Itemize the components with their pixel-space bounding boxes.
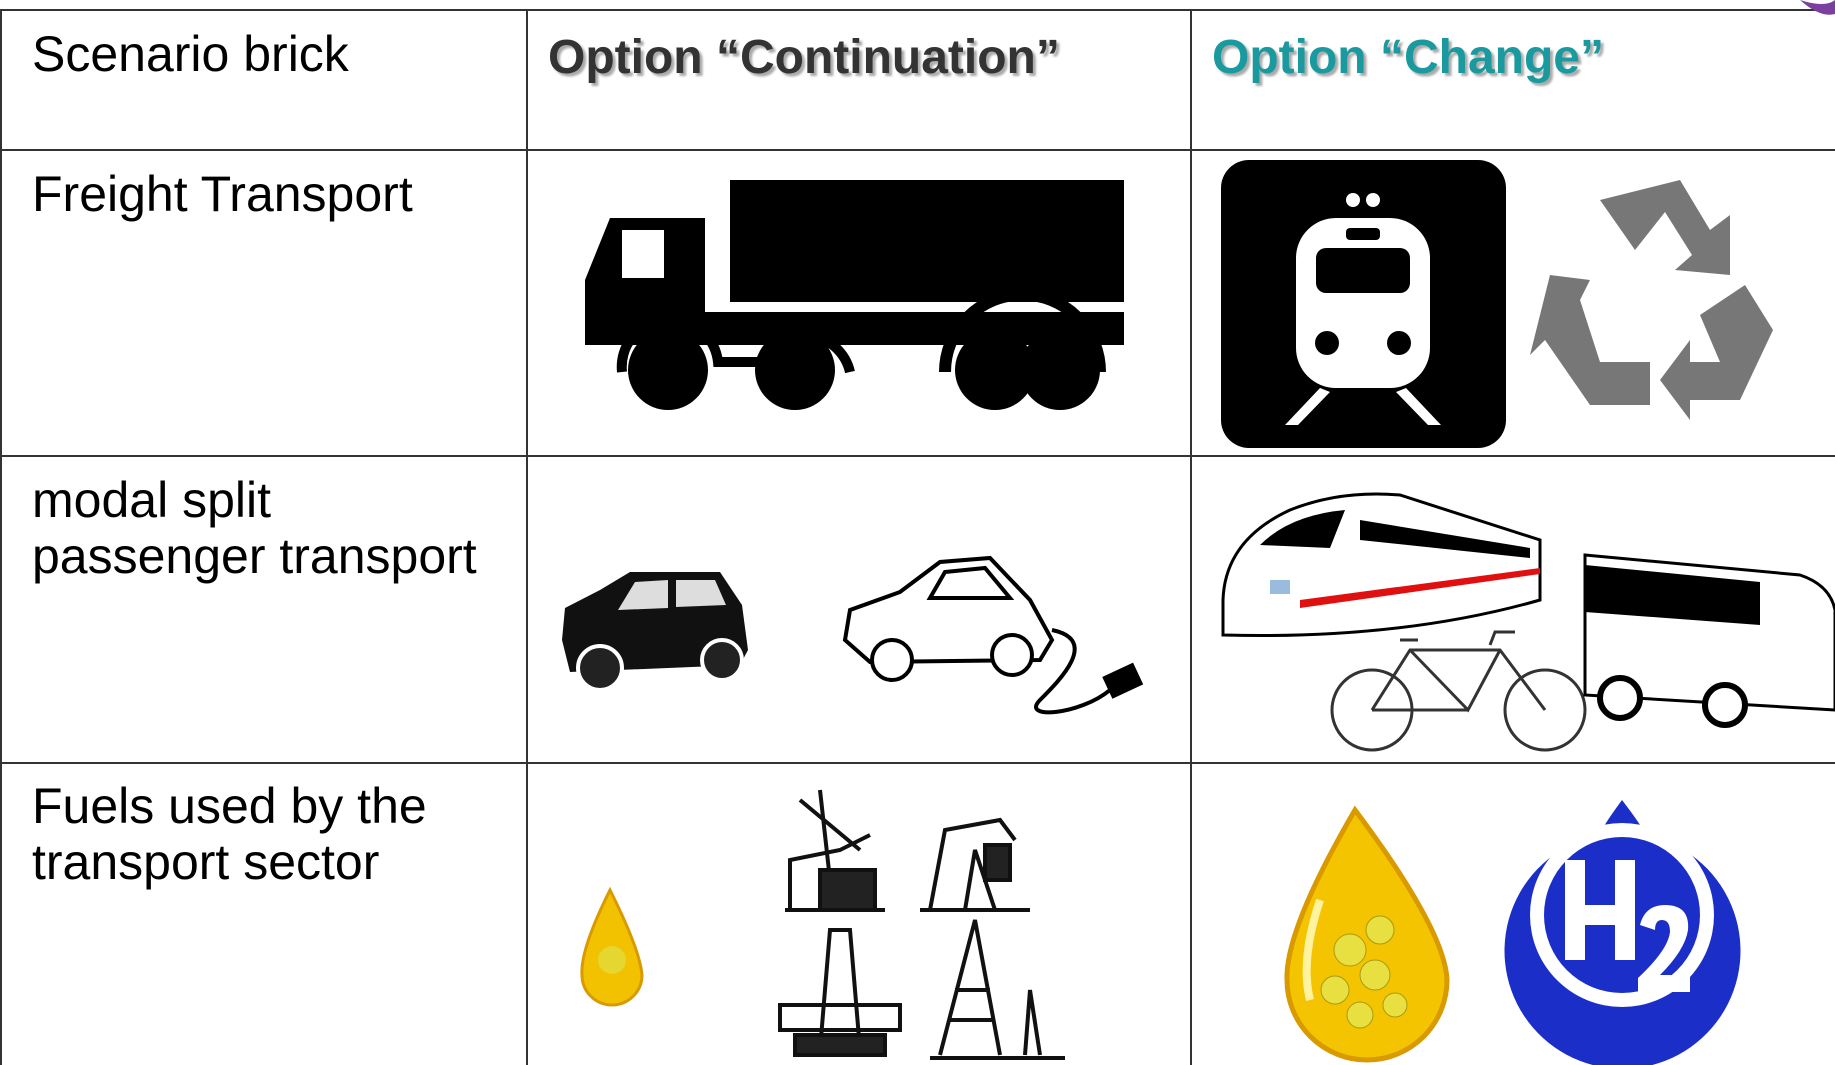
row-label: Fuels used by the transport sector	[32, 778, 427, 890]
hydrogen-logo	[1504, 800, 1741, 1065]
biofuel-drop-small	[580, 886, 644, 1007]
oil-rigs-icon	[778, 789, 1065, 1060]
electric-car-icon	[842, 555, 1144, 715]
header-cell: Scenario brick	[32, 26, 349, 82]
row-label: modal split passenger transport	[32, 472, 477, 584]
row-label-line: Fuels used by the	[32, 778, 427, 834]
row-label-line: modal split	[32, 472, 271, 528]
row-label-line: transport sector	[32, 834, 380, 890]
header-cell: Option “Change”	[1212, 31, 1604, 84]
row-label-line: passenger transport	[32, 528, 477, 584]
recycle-icon	[1530, 180, 1773, 420]
table-grid	[0, 9, 1835, 1065]
truck-icon	[585, 180, 1124, 410]
ice-train-icon	[1221, 492, 1542, 638]
row-label: Freight Transport	[32, 166, 413, 222]
row-label-line: Freight Transport	[32, 166, 413, 222]
header-cell: Option “Continuation”	[548, 31, 1060, 84]
biofuel-drop-large	[1284, 805, 1450, 1063]
bicycle-icon	[1330, 630, 1587, 752]
train-icon	[1221, 160, 1506, 448]
corner-decoration	[1800, 0, 1835, 15]
bus-icon	[1583, 553, 1835, 728]
car-icon	[562, 572, 748, 692]
